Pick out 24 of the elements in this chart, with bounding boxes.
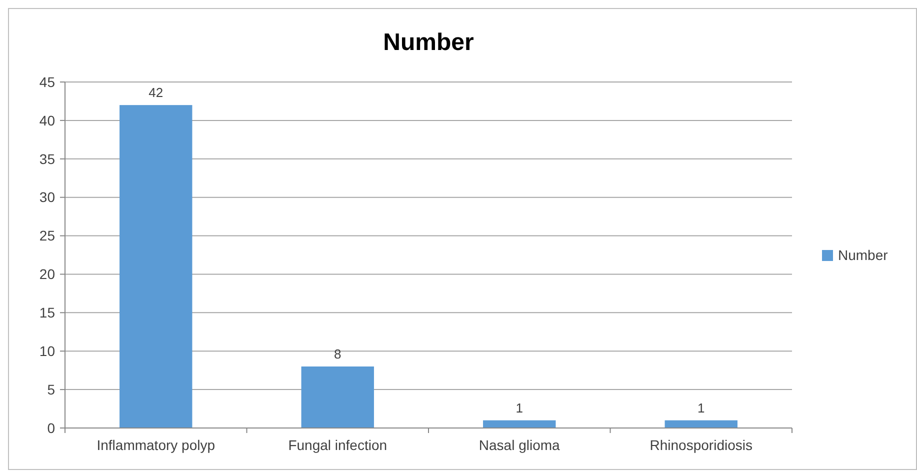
legend-label: Number (838, 246, 888, 263)
y-tick-label: 15 (39, 304, 56, 321)
y-tick-label: 25 (39, 228, 56, 244)
chart-title: Number (383, 29, 474, 56)
x-tick-label: Fungal infection (288, 437, 388, 453)
bar (120, 105, 192, 428)
data-label: 1 (516, 400, 523, 416)
y-tick-label: 0 (47, 420, 56, 436)
x-tick-label: Rhinosporidiosis (650, 437, 752, 453)
y-tick-label: 30 (39, 189, 56, 206)
x-tick-label: Nasal glioma (478, 437, 560, 453)
data-label: 8 (334, 346, 342, 362)
bar (301, 366, 374, 428)
y-tick-label: 35 (39, 150, 56, 167)
y-tick-label: 45 (39, 74, 56, 90)
bar (483, 420, 556, 428)
data-label: 1 (698, 400, 705, 416)
y-tick-label: 40 (39, 112, 56, 128)
x-tick-label: Inflammatory polyp (96, 437, 216, 453)
y-tick-label: 5 (47, 381, 56, 398)
y-tick-label: 10 (39, 343, 56, 360)
y-tick-label: 20 (39, 266, 56, 282)
bar (664, 420, 738, 428)
data-label: 42 (148, 85, 164, 100)
